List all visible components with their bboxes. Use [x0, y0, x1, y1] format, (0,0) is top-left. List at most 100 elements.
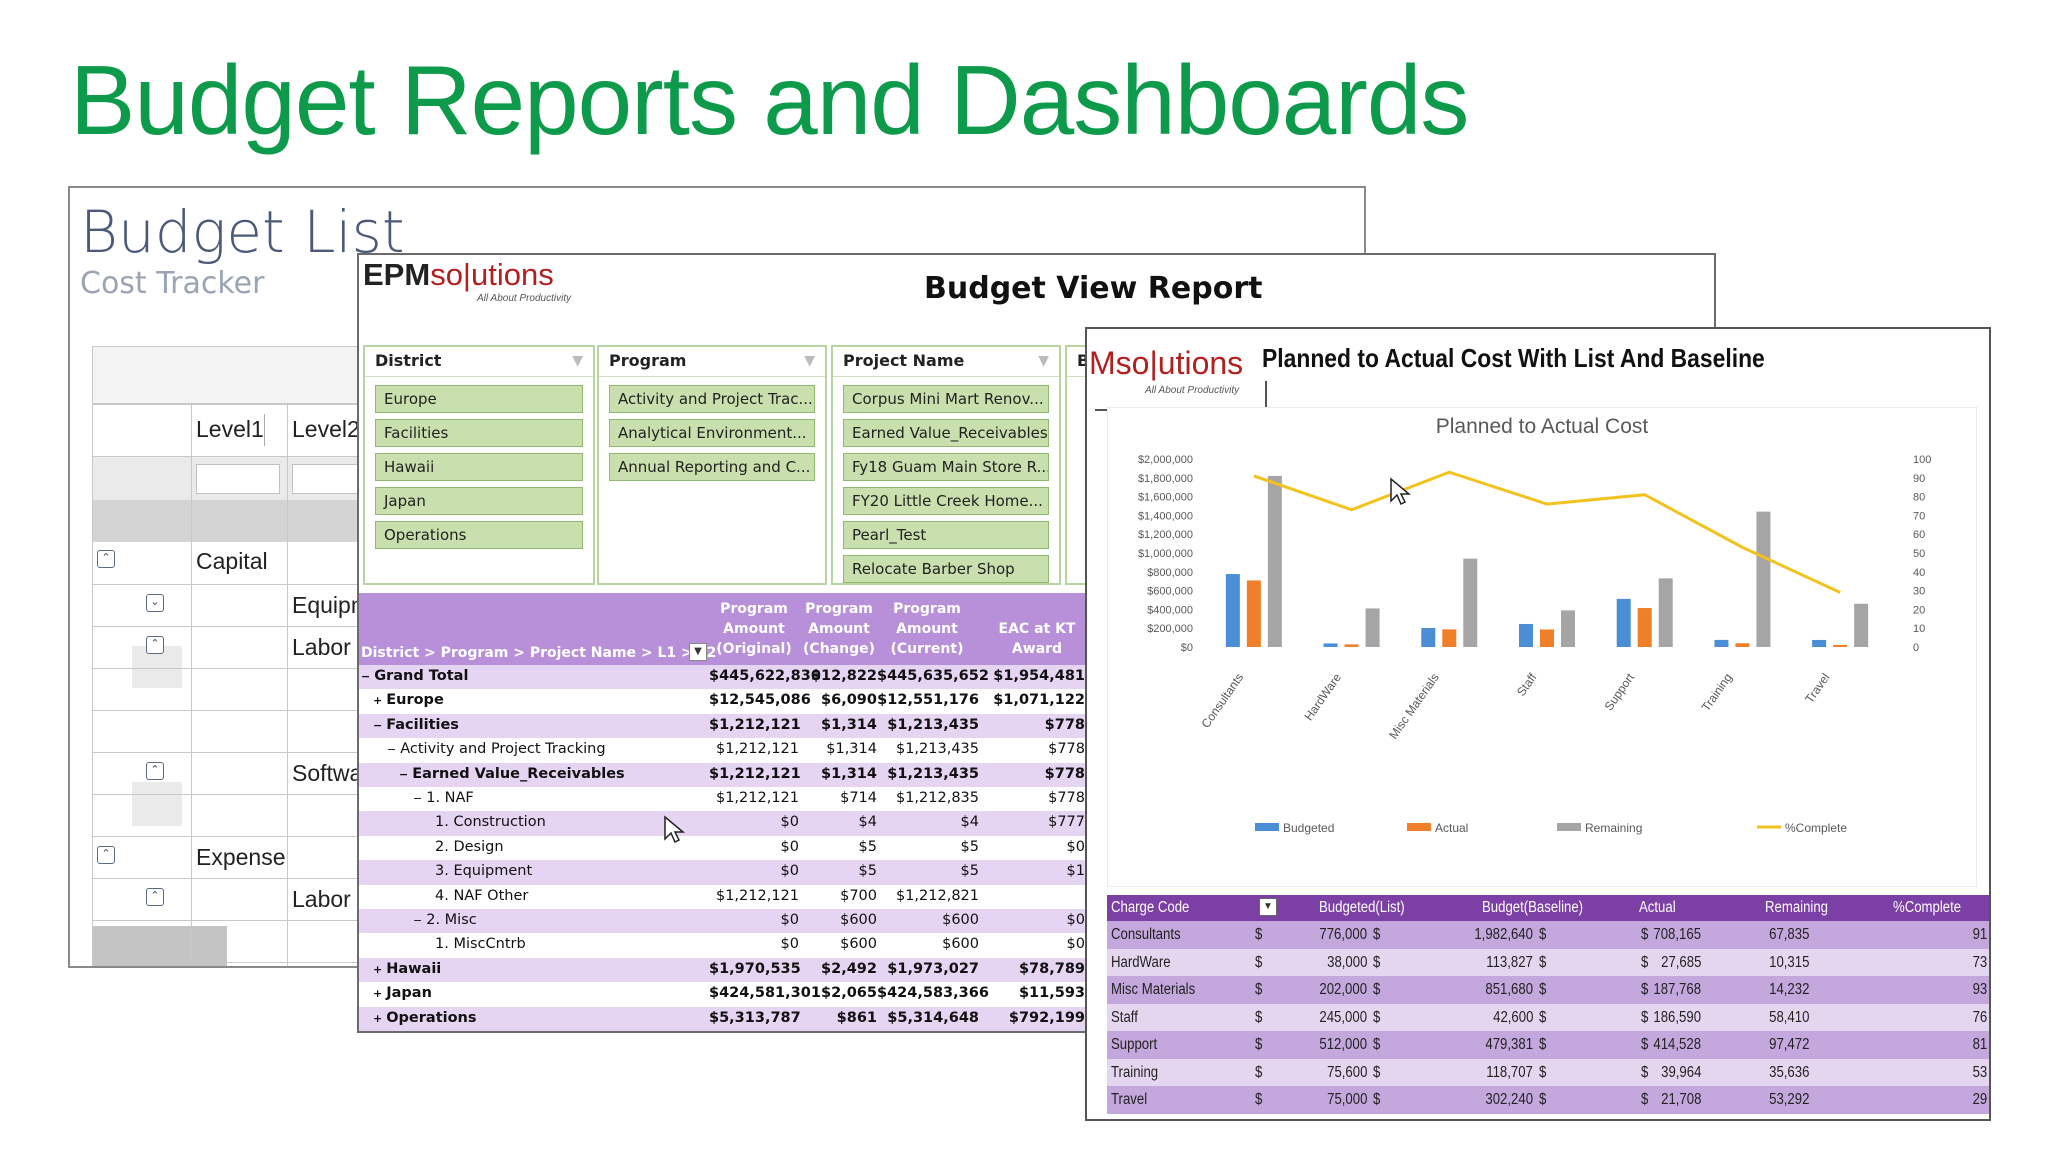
cost-table-row[interactable]: Consultants $776,000 $1,982,640 $708,165 $67… — [1107, 921, 1989, 949]
pivot-row-label: 1. MiscCntrb — [435, 936, 526, 952]
collapse-icon[interactable]: − — [413, 914, 423, 927]
cost-table-row[interactable]: HardWare $38,000 $113,827 $27,685 $10,315 73 — [1107, 948, 1989, 976]
pivot-row-label: − Earned Value_Receivables — [399, 766, 625, 782]
pivot-row[interactable]: 4. NAF Other $1,212,121 $700 $1,212,821 — [359, 885, 1089, 909]
collapse-icon[interactable]: − — [413, 792, 423, 805]
expand-expense-icon[interactable]: ⌃ — [97, 846, 115, 864]
currency-symbol: $ — [1539, 926, 1547, 943]
slicer-item[interactable]: Operations — [375, 521, 583, 549]
expand-icon[interactable]: + — [373, 1011, 383, 1025]
slicer-item[interactable]: Relocate Barber Shop — [843, 555, 1049, 583]
slicer-item[interactable]: Japan — [375, 487, 583, 515]
slicer-item[interactable]: Activity and Project Trac... — [609, 385, 815, 413]
column-header-level2[interactable]: Level2 — [292, 416, 360, 442]
expand-capital-icon[interactable]: ⌃ — [97, 550, 115, 568]
filter-dropdown-icon[interactable]: ▼ — [1259, 898, 1277, 916]
cost-table-row[interactable]: Travel $75,000 $302,240 $21,708 $53,292 29 — [1107, 1086, 1989, 1114]
pivot-row[interactable]: − Earned Value_Receivables $1,212,121 $1,31… — [359, 762, 1089, 787]
cost-table-row[interactable]: Training $75,600 $118,707 $39,964 $35,636 53 — [1107, 1058, 1989, 1086]
slide-title: Budget Reports and Dashboards — [70, 45, 1469, 155]
collapse-equipment-icon[interactable]: ⌄ — [146, 594, 164, 612]
expand-software-icon[interactable]: ⌃ — [146, 762, 164, 780]
slicer-item[interactable]: Fy18 Guam Main Store R... — [843, 453, 1049, 481]
slicer-item[interactable]: Earned Value_Receivables — [843, 419, 1049, 447]
header-actual[interactable]: Actual — [1639, 899, 1676, 916]
expand-labor-icon[interactable]: ⌃ — [146, 636, 164, 654]
pivot-cell: $445,622,830 — [709, 668, 821, 684]
clear-filter-icon[interactable]: ▼ — [804, 353, 815, 369]
bar-actual — [1540, 629, 1554, 647]
pivot-row[interactable]: − Facilities $1,212,121 $1,314 $1,213,435 $77… — [359, 713, 1089, 739]
pivot-row[interactable]: + Japan $424,581,301 $2,065 $424,583,366 $11,… — [359, 982, 1089, 1006]
epm-logo: Mso|utions All About Productivity — [1089, 345, 1244, 396]
collapse-icon[interactable]: − — [387, 743, 397, 757]
header-percent-complete[interactable]: %Complete — [1893, 899, 1962, 916]
expand-icon[interactable]: + — [373, 987, 383, 1001]
column-header-level1[interactable]: Level1 — [196, 416, 264, 442]
slicer-item[interactable]: Corpus Mini Mart Renov... — [843, 385, 1049, 413]
slicer-item[interactable]: Hawaii — [375, 453, 583, 481]
header-budgeted-list[interactable]: Budgeted(List) — [1319, 899, 1405, 916]
pivot-cell: $1,212,121 — [709, 765, 801, 782]
pivot-row[interactable]: 1. Construction $0 $4 $4 $777 — [359, 811, 1089, 836]
pivot-row-label: − Grand Total — [361, 668, 468, 684]
cost-table-row[interactable]: Misc Materials $202,000 $851,680 $187,768 $1… — [1107, 976, 1989, 1004]
pivot-row[interactable]: + Hawaii $1,970,535 $2,492 $1,973,027 $78,789 — [359, 957, 1089, 983]
collapse-icon[interactable]: − — [399, 767, 409, 781]
charge-code-cell: Staff — [1111, 1008, 1138, 1026]
complete-cell: 53 — [1972, 1063, 1987, 1081]
y-tick-label: $200,000 — [1147, 623, 1193, 635]
pivot-row[interactable]: 1. MiscCntrb $0 $600 $600 $0 — [359, 933, 1089, 957]
pivot-row[interactable]: − Activity and Project Tracking $1,212,121… — [359, 738, 1089, 762]
y-tick-label: $600,000 — [1147, 586, 1193, 598]
expand-icon[interactable]: + — [373, 962, 383, 976]
header-charge-code[interactable]: Charge Code — [1111, 899, 1190, 916]
pivot-row-label: 2. Design — [435, 839, 504, 855]
currency-symbol: $ — [1641, 1091, 1649, 1108]
clear-filter-icon[interactable]: ▼ — [1038, 353, 1049, 369]
slicer-item[interactable]: Analytical Environment... — [609, 419, 815, 447]
pivot-row[interactable]: −2. Misc $0 $600 $600 $0 — [359, 909, 1089, 934]
pivot-row-label: 1. Construction — [435, 814, 546, 830]
slicer-item[interactable]: FY20 Little Creek Home... — [843, 487, 1049, 515]
expand-labor-icon[interactable]: ⌃ — [146, 888, 164, 906]
pivot-cell: $0 — [780, 912, 799, 928]
pivot-row[interactable]: 3. Equipment $0 $5 $5 $1 — [359, 860, 1089, 885]
currency-symbol: $ — [1373, 1091, 1381, 1108]
collapse-icon[interactable]: − — [361, 670, 371, 683]
bar-budgeted — [1714, 639, 1729, 647]
pivot-cell: $5,313,787 — [709, 1009, 801, 1026]
y2-tick-label: 80 — [1913, 492, 1925, 504]
pivot-cell: $778 — [1048, 790, 1085, 806]
pivot-cell: $1,213,435 — [895, 741, 979, 758]
row-level2-labor: Labor — [292, 886, 351, 912]
header-remaining[interactable]: Remaining — [1765, 899, 1828, 916]
y2-tick-label: 90 — [1913, 473, 1925, 485]
pivot-cell: $0 — [780, 838, 799, 855]
cost-table-header: Charge Code ▼ Budgeted(List) Budget(Base… — [1107, 895, 1989, 921]
filter-dropdown-icon[interactable]: ▼ — [689, 643, 707, 661]
clear-filter-icon[interactable]: ▼ — [572, 353, 583, 369]
pivot-row[interactable]: + Operations $5,313,787 $861 $5,314,648 $792,… — [359, 1006, 1089, 1031]
pivot-row[interactable]: + Europe $12,545,086 $6,090 $12,551,176 $1,07… — [359, 689, 1089, 713]
level1-filter-input[interactable] — [196, 464, 280, 494]
cost-table-row[interactable]: Staff $245,000 $42,600 $186,590 $58,410 76 — [1107, 1003, 1989, 1031]
bar-remaining — [1658, 578, 1673, 647]
slicer-item[interactable]: Facilities — [375, 419, 583, 447]
expand-icon[interactable]: + — [373, 694, 383, 708]
pivot-cell: $1,973,027 — [887, 960, 979, 977]
header-budget-baseline[interactable]: Budget(Baseline) — [1482, 899, 1584, 916]
slicer-item[interactable]: Pearl_Test — [843, 521, 1049, 549]
pivot-row[interactable]: − Grand Total $445,622,830 $12,822 $445,635,… — [359, 665, 1089, 690]
slicer-item[interactable]: Annual Reporting and C... — [609, 453, 815, 481]
collapse-icon[interactable]: − — [373, 718, 383, 732]
pivot-row-text: 1. MiscCntrb — [435, 936, 526, 953]
slicer-item[interactable]: Europe — [375, 385, 583, 413]
chart-title: Planned to Actual Cost — [1436, 415, 1649, 438]
actual-cell: 21,708 — [1660, 1091, 1701, 1108]
pivot-row[interactable]: −1. NAF $1,212,121 $714 $1,212,835 $778 — [359, 787, 1089, 811]
cost-table-row[interactable]: Support $512,000 $479,381 $414,528 $97,472 81 — [1107, 1031, 1989, 1059]
charge-code-cell: Training — [1111, 1063, 1159, 1081]
pivot-row[interactable]: 2. Design $0 $5 $5 $0 — [359, 836, 1089, 860]
pivot-row-label: + Europe — [373, 692, 444, 708]
